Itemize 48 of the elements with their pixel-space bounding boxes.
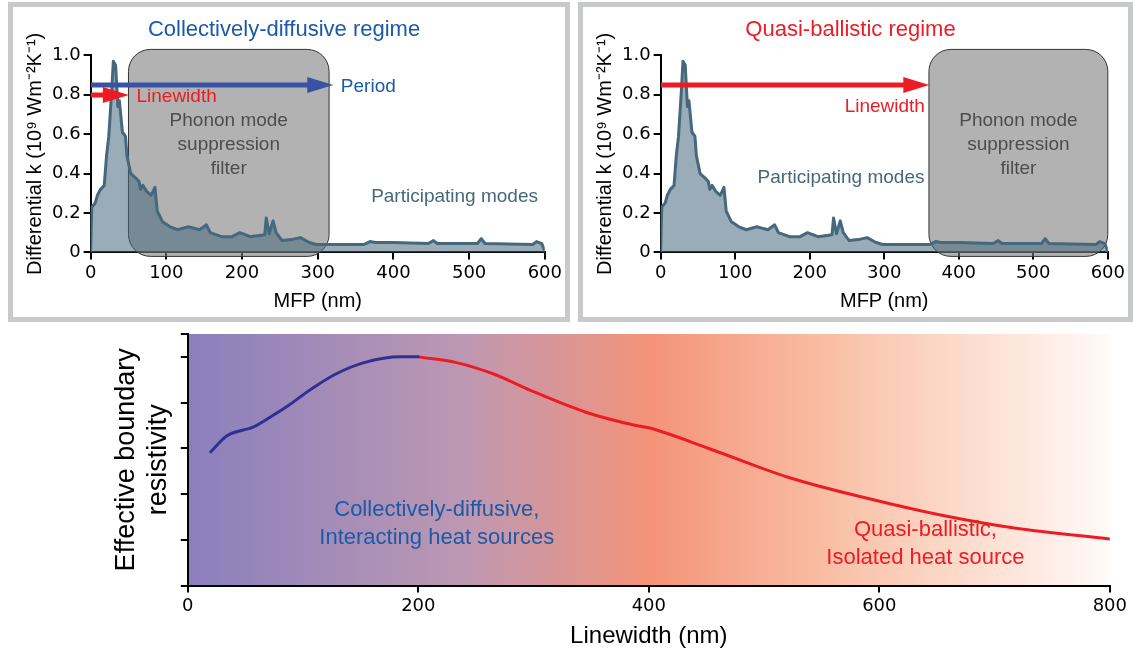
x-tick-label: 800: [1092, 594, 1127, 616]
x-tick-label: 400: [376, 260, 411, 282]
y-tick-label: 0.2: [51, 200, 81, 222]
x-tick-label: 600: [1090, 260, 1125, 282]
x-tick-label: 100: [717, 260, 753, 282]
y-axis-title: Differential k (10⁹ Wm⁻²K⁻¹): [592, 32, 615, 276]
y-axis-title: Differential k (10⁹ Wm⁻²K⁻¹): [22, 32, 45, 276]
x-axis-title: MFP (nm): [839, 288, 929, 311]
x-tick-label: 400: [631, 594, 666, 616]
band-label: Phonon mode suppression filter: [959, 108, 1078, 178]
y-tick-label: 1.0: [51, 43, 81, 65]
y-tick-label: 0: [639, 240, 651, 262]
y-tick-label: 0.2: [621, 200, 651, 222]
x-tick-label: 0: [84, 260, 97, 282]
x-tick-label: 200: [224, 260, 260, 282]
annotation: Linewidth: [136, 85, 217, 107]
x-tick-label: 200: [792, 260, 827, 282]
annotation: Linewidth: [844, 95, 925, 117]
x-tick-label: 500: [1016, 260, 1051, 282]
y-axis-title: Effective boundary resistivity: [109, 347, 173, 572]
x-tick-label: 0: [654, 260, 667, 282]
y-tick-label: 0.6: [51, 121, 81, 143]
y-tick-label: 0.8: [51, 82, 81, 104]
chart-title: Collectively-diffusive regime: [147, 16, 421, 42]
annotation: Period: [340, 75, 396, 97]
x-tick-label: 100: [149, 260, 184, 282]
y-tick-label: 0.4: [51, 161, 81, 183]
series-label: Participating modes: [371, 185, 539, 207]
x-tick-label: 400: [941, 260, 976, 282]
x-tick-label: 0: [182, 594, 194, 616]
annotation: Collectively-diffusive, Interacting heat sources: [319, 496, 555, 550]
x-tick-label: 300: [300, 260, 335, 282]
band-label: Phonon mode suppression filter: [169, 108, 288, 178]
series-label: Participating modes: [757, 165, 925, 187]
annotation: Quasi-ballistic, Isolated heat source: [826, 516, 1025, 570]
x-axis-title: MFP (nm): [273, 288, 362, 311]
chart-title: Quasi-ballistic regime: [745, 16, 956, 42]
x-tick-label: 600: [527, 260, 562, 282]
y-tick-label: 0.4: [621, 161, 651, 183]
x-axis-title: Linewidth (nm): [570, 621, 728, 649]
x-tick-label: 200: [401, 594, 436, 616]
x-tick-label: 300: [867, 260, 902, 282]
x-tick-label: 600: [862, 594, 897, 616]
y-tick-label: 0.8: [621, 82, 651, 104]
y-tick-label: 0: [69, 240, 81, 262]
x-tick-label: 500: [451, 260, 487, 282]
y-tick-label: 0.6: [621, 121, 651, 143]
y-tick-label: 1.0: [621, 43, 651, 65]
